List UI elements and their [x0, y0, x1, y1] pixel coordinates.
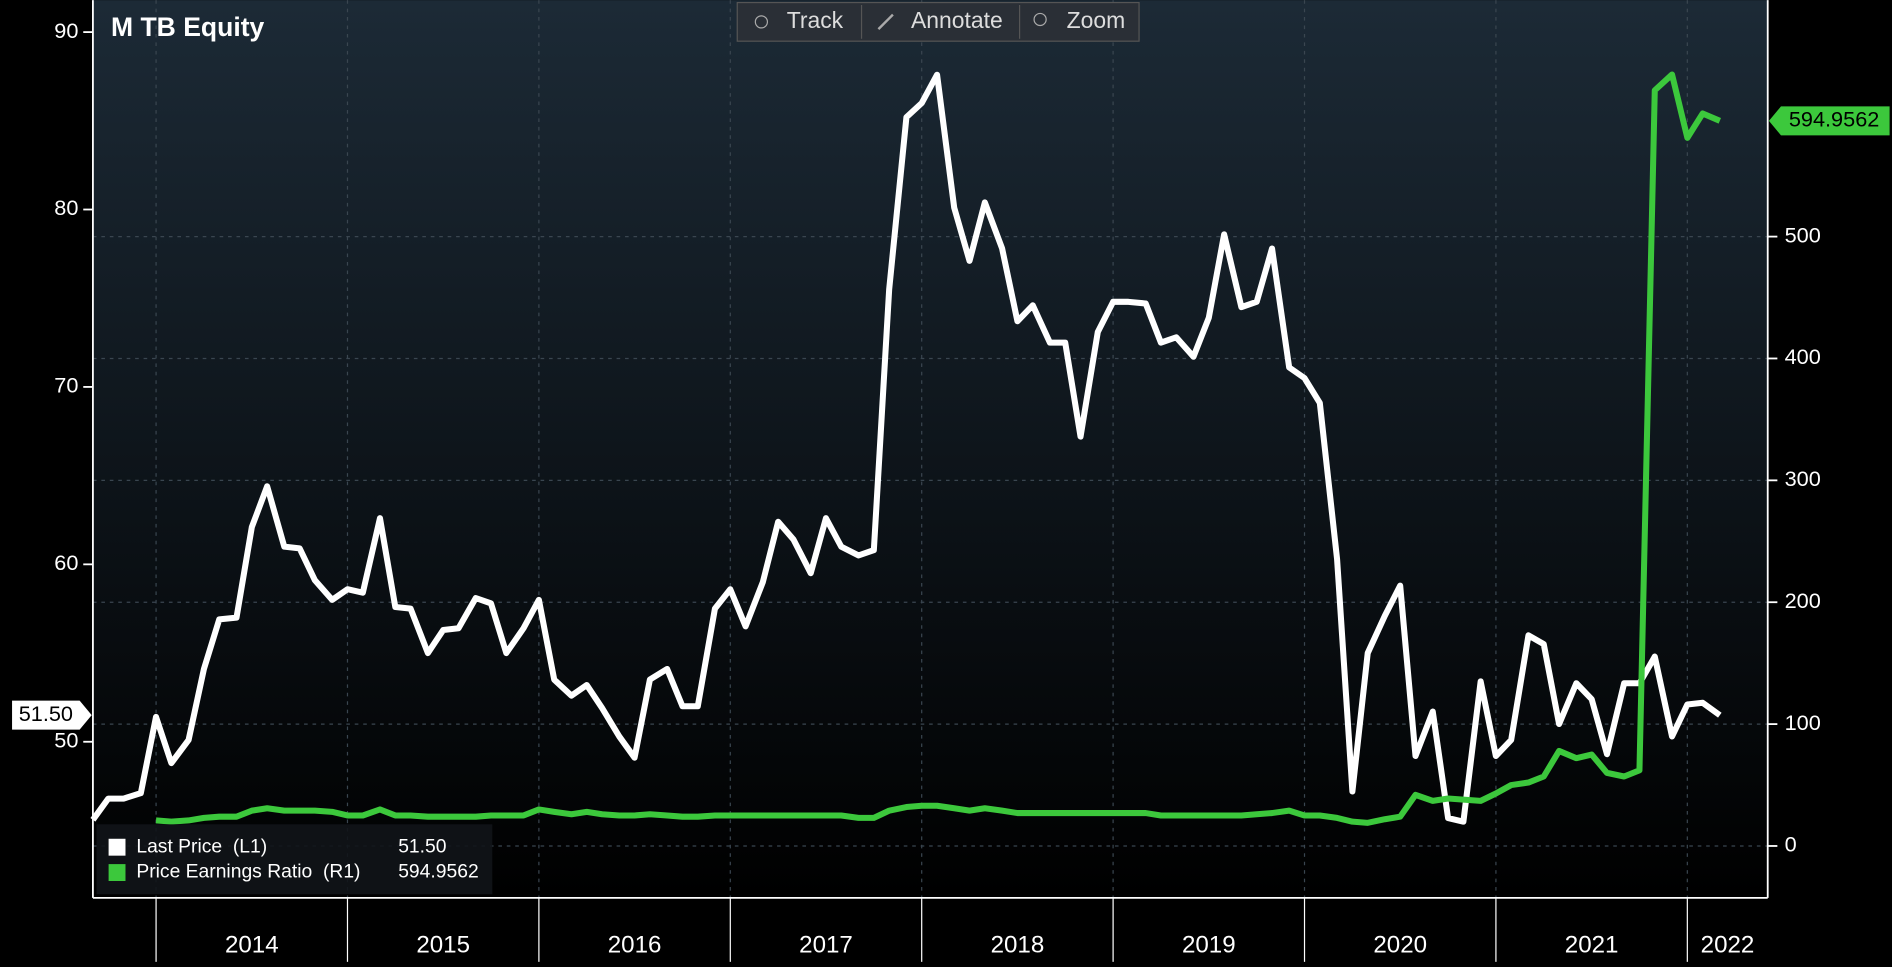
last-value-tag: [1768, 106, 1890, 136]
track-icon: [754, 15, 769, 29]
x-tick-label: 2018: [991, 932, 1045, 959]
button-label[interactable]: Zoom: [1067, 7, 1126, 33]
legend-box: [96, 824, 493, 895]
legend-label: Price Earnings Ratio (R1): [136, 862, 360, 883]
annotate-icon: [877, 13, 894, 30]
zoom-icon: [1033, 12, 1047, 27]
y2-tick-label: 400: [1785, 344, 1821, 369]
legend-value: 51.50: [398, 836, 446, 857]
series-line: [155, 71, 1722, 826]
button-label[interactable]: Annotate: [911, 7, 1003, 33]
last-value-tag: [12, 700, 92, 730]
y-tick-label: 70: [54, 373, 78, 398]
x-tick-label: 2021: [1565, 932, 1619, 959]
toolbar: Track Annotate Zoom: [736, 1, 1140, 42]
series-line: [90, 71, 1722, 825]
legend-label: Last Price (L1): [136, 836, 267, 857]
y2-tick-label: 100: [1785, 710, 1821, 735]
y2-tick-label: 0: [1785, 832, 1797, 857]
legend-swatch: [108, 864, 126, 881]
legend-value: 594.9562: [398, 862, 479, 883]
y2-tick-label: 200: [1785, 588, 1821, 613]
last-value-label: 51.50: [19, 701, 73, 726]
track-button[interactable]: Track: [754, 7, 844, 33]
plot-background: [92, 0, 1768, 898]
x-tick-label: 2019: [1182, 932, 1236, 959]
y2-tick-label: 300: [1785, 466, 1821, 491]
legend-swatch: [108, 838, 126, 856]
chart-title: M TB Equity: [111, 12, 265, 42]
x-tick-label: 2020: [1373, 932, 1427, 959]
x-tick-label: 2022: [1701, 932, 1755, 959]
y-tick-label: 50: [54, 727, 78, 752]
x-tick-label: 2014: [225, 932, 279, 959]
y-tick-label: 80: [54, 195, 78, 220]
y2-tick-label: 500: [1785, 222, 1821, 247]
x-tick-label: 2015: [416, 932, 470, 959]
annotate-button[interactable]: Annotate: [877, 7, 1003, 33]
zoom-button[interactable]: Zoom: [1033, 7, 1126, 33]
last-value-label: 594.9562: [1789, 107, 1880, 132]
button-label[interactable]: Track: [787, 7, 844, 33]
y-tick-label: 90: [54, 18, 78, 43]
toolbar-frame: [736, 1, 1140, 42]
x-tick-label: 2016: [608, 932, 662, 959]
y-tick-label: 60: [54, 550, 78, 575]
x-tick-label: 2017: [799, 932, 853, 959]
